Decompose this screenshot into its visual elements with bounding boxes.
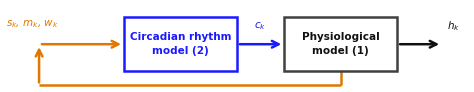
Text: Circadian rhythm
model (2): Circadian rhythm model (2) bbox=[130, 32, 231, 56]
Text: $c_k$: $c_k$ bbox=[255, 21, 267, 32]
FancyBboxPatch shape bbox=[124, 17, 237, 71]
Text: Physiological
model (1): Physiological model (1) bbox=[302, 32, 380, 56]
Text: $s_k$, $m_k$, $w_k$: $s_k$, $m_k$, $w_k$ bbox=[6, 19, 59, 30]
Text: $h_k$: $h_k$ bbox=[447, 20, 460, 33]
FancyBboxPatch shape bbox=[284, 17, 397, 71]
